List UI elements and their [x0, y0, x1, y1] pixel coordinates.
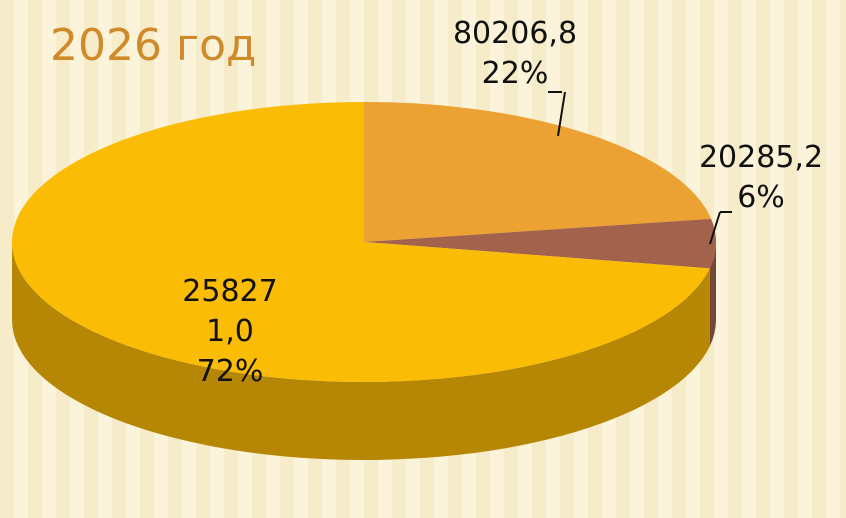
data-label: 80206,8 22% — [430, 14, 600, 94]
value-label: 258271,0 — [182, 274, 278, 349]
pie-slice — [11, 102, 710, 382]
value-label: 80206,8 — [452, 16, 578, 51]
pie-slice-side — [12, 242, 710, 461]
pie-slice-side — [709, 242, 716, 347]
pie — [11, 102, 716, 461]
percent-label: 6% — [737, 180, 785, 215]
leader-line — [557, 91, 566, 137]
percent-label: 22% — [481, 56, 549, 91]
leader-line — [709, 211, 721, 245]
pie-slice — [364, 218, 716, 269]
percent-label: 72% — [196, 354, 264, 389]
chart-title: 2026 год — [50, 20, 257, 71]
data-label: 258271,0 72% — [150, 272, 310, 392]
value-label: 20285,2 — [698, 140, 824, 175]
pie-slice — [364, 102, 712, 242]
data-label: 20285,2 6% — [676, 138, 846, 218]
